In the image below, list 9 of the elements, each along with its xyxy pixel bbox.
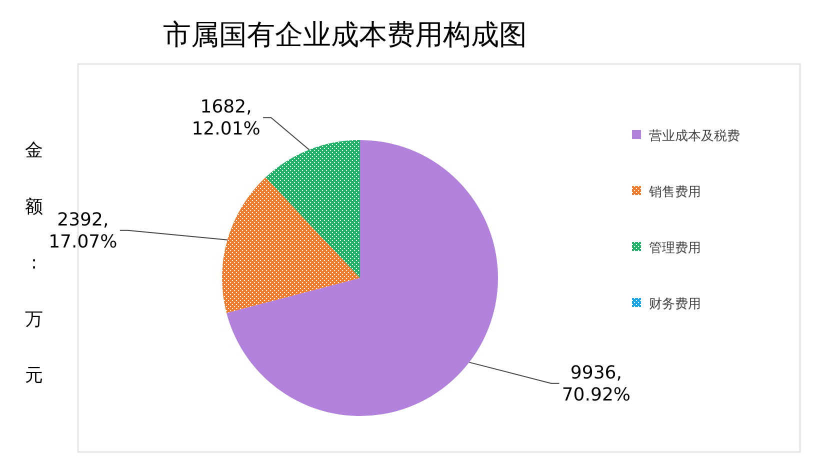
chart-title: 市属国有企业成本费用构成图 [163, 18, 527, 51]
data-label: 1682, 12.01% [192, 96, 260, 140]
legend-label: 管理费用 [649, 241, 701, 256]
legend-label: 财务费用 [649, 297, 701, 312]
legend-label: 销售费用 [648, 185, 701, 200]
legend-label: 营业成本及税费 [649, 129, 740, 144]
ylabel: 金额:万元 [25, 140, 43, 386]
data-label: 2392, 17.07% [48, 209, 118, 252]
data-label: 9936, 70.92% [562, 362, 631, 406]
